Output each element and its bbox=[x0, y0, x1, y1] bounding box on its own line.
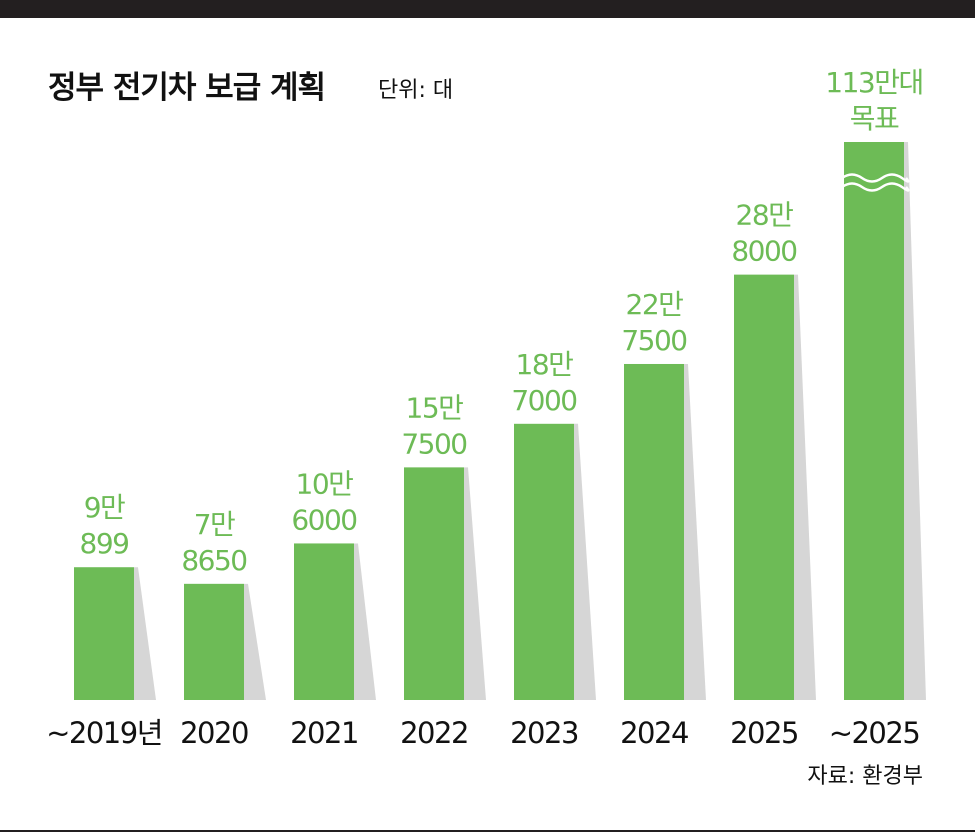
x-tick-label: 2025 bbox=[730, 716, 798, 750]
bar-shadow bbox=[684, 363, 706, 700]
data-label: 22만 bbox=[626, 288, 684, 321]
unit-label: 단위: 대 bbox=[378, 78, 454, 103]
chart-title: 정부 전기차 보급 계획 bbox=[48, 70, 326, 106]
bar bbox=[294, 543, 354, 700]
bar bbox=[624, 363, 684, 700]
axis-break-mark bbox=[841, 173, 910, 183]
bar bbox=[184, 583, 244, 700]
x-tick-label: 2021 bbox=[290, 716, 358, 750]
data-label: 10만 bbox=[296, 467, 354, 500]
x-tick-label: ~2025 bbox=[829, 716, 920, 750]
bottom-rule bbox=[0, 830, 975, 832]
data-label: 7500 bbox=[621, 324, 686, 357]
data-label: 15만 bbox=[406, 391, 464, 424]
x-tick-label: 2022 bbox=[400, 716, 468, 750]
bar bbox=[404, 467, 464, 700]
source-note: 자료: 환경부 bbox=[807, 764, 923, 789]
bar-shadow bbox=[464, 467, 486, 700]
bar bbox=[74, 567, 134, 700]
x-tick-label: 2023 bbox=[510, 716, 578, 750]
bar-shadow bbox=[904, 142, 926, 700]
bar-shadow bbox=[794, 274, 816, 700]
data-label: 8000 bbox=[731, 235, 796, 268]
bar-shadow bbox=[134, 567, 156, 700]
x-tick-label: 2024 bbox=[620, 716, 688, 750]
data-label: 28만 bbox=[736, 199, 794, 232]
x-tick-label: ~2019년 bbox=[46, 716, 162, 750]
top-rule bbox=[0, 0, 975, 18]
bar-shadow bbox=[244, 583, 266, 700]
bar bbox=[734, 274, 794, 700]
data-label: 6000 bbox=[291, 503, 356, 536]
data-label: 7000 bbox=[511, 384, 576, 417]
bar bbox=[514, 423, 574, 700]
data-label: 목표 bbox=[850, 102, 899, 135]
bar bbox=[844, 142, 904, 700]
data-label: 7만 bbox=[194, 508, 235, 541]
axis-break-mark bbox=[841, 182, 910, 192]
x-tick-label: 2020 bbox=[180, 716, 248, 750]
data-label: 18만 bbox=[516, 348, 574, 381]
data-label: 113만대 bbox=[825, 66, 922, 99]
bar-shadow bbox=[354, 543, 376, 700]
data-label: 9만 bbox=[84, 491, 125, 524]
data-label: 7500 bbox=[401, 427, 466, 460]
data-label: 899 bbox=[80, 527, 129, 560]
data-label: 8650 bbox=[181, 544, 246, 577]
bar-shadow bbox=[574, 423, 596, 700]
